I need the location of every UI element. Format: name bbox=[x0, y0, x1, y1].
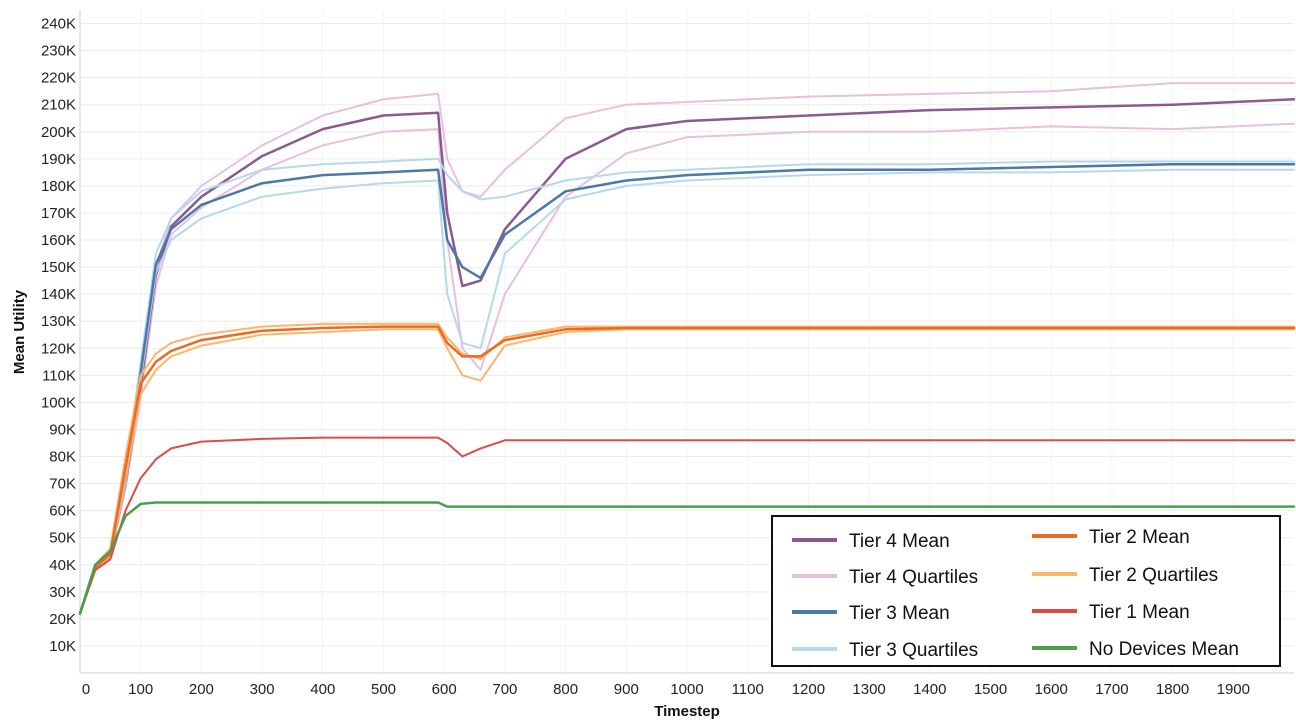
y-tick-label: 220K bbox=[41, 70, 76, 87]
series-line-tier-2-quartiles-7 bbox=[79, 328, 1295, 615]
y-axis-title: Mean Utility bbox=[11, 289, 28, 374]
x-tick-label: 900 bbox=[614, 681, 639, 698]
x-tick-label: 600 bbox=[432, 681, 457, 698]
x-tick-label: 1600 bbox=[1035, 681, 1068, 698]
plot-area bbox=[79, 10, 1294, 674]
x-tick-label: 500 bbox=[371, 681, 396, 698]
y-tick-label: 90K bbox=[49, 421, 76, 438]
x-tick-label: 1500 bbox=[974, 681, 1007, 698]
y-tick-label: 180K bbox=[41, 178, 76, 195]
y-tick-label: 40K bbox=[49, 557, 76, 574]
y-tick-label: 230K bbox=[41, 43, 76, 60]
x-tick-label: 800 bbox=[553, 681, 578, 698]
legend-label: Tier 3 Quartiles bbox=[849, 640, 978, 661]
series-line-tier-2-mean-8 bbox=[78, 325, 1296, 615]
legend-item-tier-1-mean: Tier 1 Mean bbox=[1032, 602, 1190, 623]
y-tick-label: 240K bbox=[41, 16, 76, 33]
y-tick-label: 200K bbox=[41, 124, 76, 141]
y-tick-label: 20K bbox=[49, 611, 76, 628]
legend-item-tier-2-quartiles: Tier 2 Quartiles bbox=[1032, 565, 1218, 586]
y-tick-label: 210K bbox=[41, 97, 76, 114]
legend-label: Tier 3 Mean bbox=[849, 603, 950, 624]
x-tick-label: 0 bbox=[82, 681, 90, 698]
series-line-tier-3-quartiles-3 bbox=[79, 157, 1295, 615]
y-tick-label: 130K bbox=[41, 313, 76, 330]
legend: Tier 4 Mean Tier 4 Quartiles Tier 3 Mean Ti… bbox=[771, 515, 1281, 667]
y-tick-label: 150K bbox=[41, 259, 76, 276]
x-tick-label: 1900 bbox=[1217, 681, 1250, 698]
legend-label: Tier 1 Mean bbox=[1089, 602, 1190, 623]
x-tick-label: 1200 bbox=[792, 681, 825, 698]
x-tick-label: 1100 bbox=[732, 681, 764, 698]
x-axis-title: Timestep bbox=[654, 703, 720, 720]
y-tick-label: 160K bbox=[41, 232, 76, 249]
legend-item-tier-4-mean: Tier 4 Mean bbox=[792, 531, 950, 552]
series-line-tier-1-mean-9 bbox=[79, 436, 1295, 615]
y-tick-label: 120K bbox=[41, 340, 76, 357]
x-tick-label: 1800 bbox=[1156, 681, 1189, 698]
legend-item-no-devices-mean: No Devices Mean bbox=[1032, 639, 1239, 660]
gridlines bbox=[79, 10, 1294, 673]
y-tick-label: 80K bbox=[49, 449, 76, 466]
legend-label: Tier 2 Mean bbox=[1089, 527, 1190, 548]
x-tick-label: 200 bbox=[189, 681, 214, 698]
x-tick-label: 300 bbox=[250, 681, 275, 698]
x-tick-label: 1400 bbox=[913, 681, 946, 698]
legend-item-tier-4-quartiles: Tier 4 Quartiles bbox=[792, 567, 978, 588]
x-tick-label: 1000 bbox=[670, 681, 703, 698]
legend-label: No Devices Mean bbox=[1089, 639, 1239, 660]
y-tick-label: 30K bbox=[49, 584, 76, 601]
y-tick-label: 170K bbox=[41, 205, 76, 222]
series-lines bbox=[78, 82, 1296, 615]
y-tick-label: 190K bbox=[41, 151, 76, 168]
x-tick-label: 100 bbox=[128, 681, 153, 698]
series-line-no-devices-mean-10 bbox=[78, 501, 1296, 615]
legend-item-tier-3-quartiles: Tier 3 Quartiles bbox=[792, 640, 978, 661]
legend-item-tier-3-mean: Tier 3 Mean bbox=[792, 603, 950, 624]
x-tick-label: 400 bbox=[310, 681, 335, 698]
x-tick-label: 700 bbox=[492, 681, 517, 698]
y-tick-label: 10K bbox=[49, 638, 76, 655]
legend-item-tier-2-mean: Tier 2 Mean bbox=[1032, 527, 1190, 548]
y-axis-ticks: 10K 20K 30K 40K 50K 60K 70K 80K 90K 100K 110K 120K 1… bbox=[41, 16, 76, 655]
legend-label: Tier 4 Mean bbox=[849, 531, 950, 552]
series-line-tier-2-quartiles-6 bbox=[79, 322, 1295, 615]
x-tick-label: 1300 bbox=[852, 681, 885, 698]
x-tick-label: 1700 bbox=[1095, 681, 1128, 698]
legend-label: Tier 4 Quartiles bbox=[849, 567, 978, 588]
y-tick-label: 50K bbox=[49, 530, 76, 547]
y-tick-label: 70K bbox=[49, 476, 76, 493]
y-tick-label: 140K bbox=[41, 286, 76, 303]
legend-label: Tier 2 Quartiles bbox=[1089, 565, 1218, 586]
y-tick-label: 60K bbox=[49, 503, 76, 520]
x-axis-ticks: 0 100 200 300 400 500 600 700 800 900 1000 1100 1200… bbox=[82, 681, 1250, 698]
y-tick-label: 110K bbox=[42, 367, 76, 384]
legend-box bbox=[771, 515, 1281, 667]
y-tick-label: 100K bbox=[41, 394, 76, 411]
